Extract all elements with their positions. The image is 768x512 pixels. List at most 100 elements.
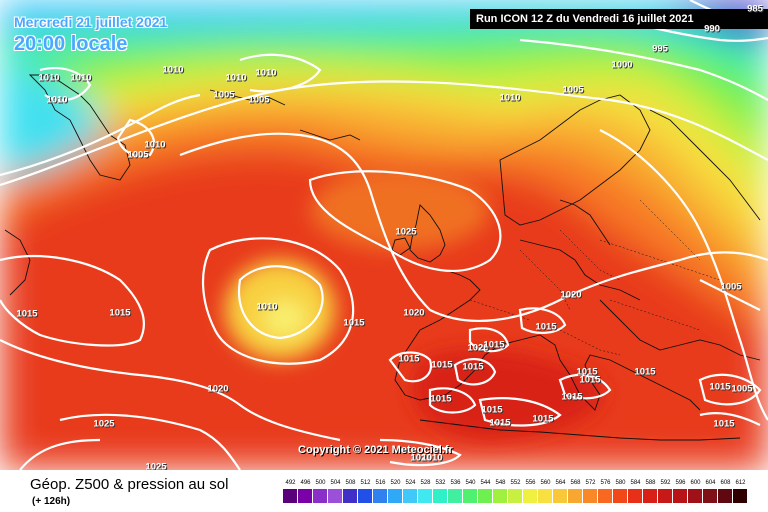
scale-swatch: [298, 489, 312, 503]
isobar-label: 1005: [127, 149, 149, 161]
scale-swatch: [328, 489, 342, 503]
scale-label: 548: [495, 480, 506, 486]
scale-label: 536: [450, 480, 461, 486]
isobar-label: 1010: [225, 72, 247, 84]
scale-label: 588: [645, 480, 656, 486]
isobar-label: 1000: [611, 59, 633, 71]
isobar-label: 1010: [421, 452, 443, 464]
scale-swatch: [718, 489, 732, 503]
isobar-label: 1015: [709, 381, 731, 393]
isobar-label: 1015: [462, 361, 484, 373]
scale-swatch: [358, 489, 372, 503]
scale-label: 608: [720, 480, 731, 486]
isobar-label: 1015: [561, 391, 583, 403]
scale-label: 500: [315, 480, 326, 486]
scale-swatch: [388, 489, 402, 503]
scale-label: 576: [600, 480, 611, 486]
scale-swatch: [598, 489, 612, 503]
scale-label: 504: [330, 480, 341, 486]
isobar-label: 1015: [109, 307, 131, 319]
isobar-label: 1005: [248, 94, 270, 106]
isobar-label: 1010: [46, 94, 68, 106]
scale-swatch: [583, 489, 597, 503]
scale-label: 604: [705, 480, 716, 486]
scale-label: 516: [375, 480, 386, 486]
isobar-label: 1010: [162, 64, 184, 76]
isobar-label: 1010: [144, 139, 166, 151]
map-legend-footer: Géop. Z500 & pression au sol (+ 126h) 49…: [0, 470, 768, 512]
forecast-time: 20:00 locale: [14, 33, 128, 55]
scale-swatch: [703, 489, 717, 503]
scale-swatch: [493, 489, 507, 503]
scale-swatch: [568, 489, 582, 503]
scale-label: 596: [675, 480, 686, 486]
scale-label: 496: [300, 480, 311, 486]
isobar-label: 1010: [256, 301, 278, 313]
isobar-label: 1015: [576, 366, 598, 378]
scale-swatch: [523, 489, 537, 503]
map-title: Géop. Z500 & pression au sol: [30, 476, 229, 493]
isobar-label: 1005: [562, 84, 584, 96]
isobar-label: 1025: [145, 461, 167, 471]
scale-swatch: [733, 489, 747, 503]
scale-label: 528: [420, 480, 431, 486]
scale-swatch: [433, 489, 447, 503]
isobar-label: 1015: [430, 393, 452, 405]
isobar-label: 1015: [535, 321, 557, 333]
scale-swatch: [658, 489, 672, 503]
isobar-label: 1015: [713, 418, 735, 430]
scale-swatch: [613, 489, 627, 503]
isobar-label: 1015: [398, 353, 420, 365]
isobar-lines: [0, 0, 768, 470]
scale-label: 568: [570, 480, 581, 486]
isobar-label: 1020: [207, 383, 229, 395]
scale-label: 492: [285, 480, 296, 486]
scale-label: 544: [480, 480, 491, 486]
forecast-date: Mercredi 21 juillet 2021: [14, 14, 168, 30]
scale-label: 540: [465, 480, 476, 486]
scale-label: 600: [690, 480, 701, 486]
scale-label: 612: [735, 480, 746, 486]
scale-label: 520: [390, 480, 401, 486]
scale-label: 584: [630, 480, 641, 486]
isobar-label: 1015: [532, 413, 554, 425]
isobar-label: 1010: [255, 67, 277, 79]
scale-label: 556: [525, 480, 536, 486]
scale-swatch: [478, 489, 492, 503]
isobar-label: 1025: [395, 226, 417, 238]
isobar-label: 995: [652, 43, 668, 55]
isobar-label: 1010: [499, 92, 521, 104]
isobar-label: 1015: [483, 339, 505, 351]
scale-swatch: [553, 489, 567, 503]
scale-swatch: [463, 489, 477, 503]
isobar-label: 1020: [403, 307, 425, 319]
scale-swatch: [643, 489, 657, 503]
scale-swatch: [508, 489, 522, 503]
isobar-label: 985: [747, 3, 763, 15]
scale-swatch: [538, 489, 552, 503]
scale-label: 512: [360, 480, 371, 486]
isobar-label: 1005: [731, 383, 753, 395]
scale-swatch: [448, 489, 462, 503]
scale-swatch: [418, 489, 432, 503]
isobar-label: 1015: [343, 317, 365, 329]
isobar-label: 1015: [431, 359, 453, 371]
isobar-label: 1020: [467, 342, 489, 354]
scale-swatch: [673, 489, 687, 503]
scale-swatch: [313, 489, 327, 503]
isobar-label: 1010: [70, 72, 92, 84]
scale-swatch: [343, 489, 357, 503]
isobar-label: 1015: [481, 404, 503, 416]
weather-map: Mercredi 21 juillet 2021 20:00 locale Ru…: [0, 0, 768, 470]
scale-label: 580: [615, 480, 626, 486]
scale-swatch: [688, 489, 702, 503]
isobar-label: 1010: [38, 72, 60, 84]
isobar-label: 1020: [560, 289, 582, 301]
scale-label: 532: [435, 480, 446, 486]
scale-swatch: [373, 489, 387, 503]
isobar-label: 990: [704, 23, 720, 35]
scale-label: 564: [555, 480, 566, 486]
scale-label: 572: [585, 480, 596, 486]
scale-label: 560: [540, 480, 551, 486]
scale-label: 524: [405, 480, 416, 486]
